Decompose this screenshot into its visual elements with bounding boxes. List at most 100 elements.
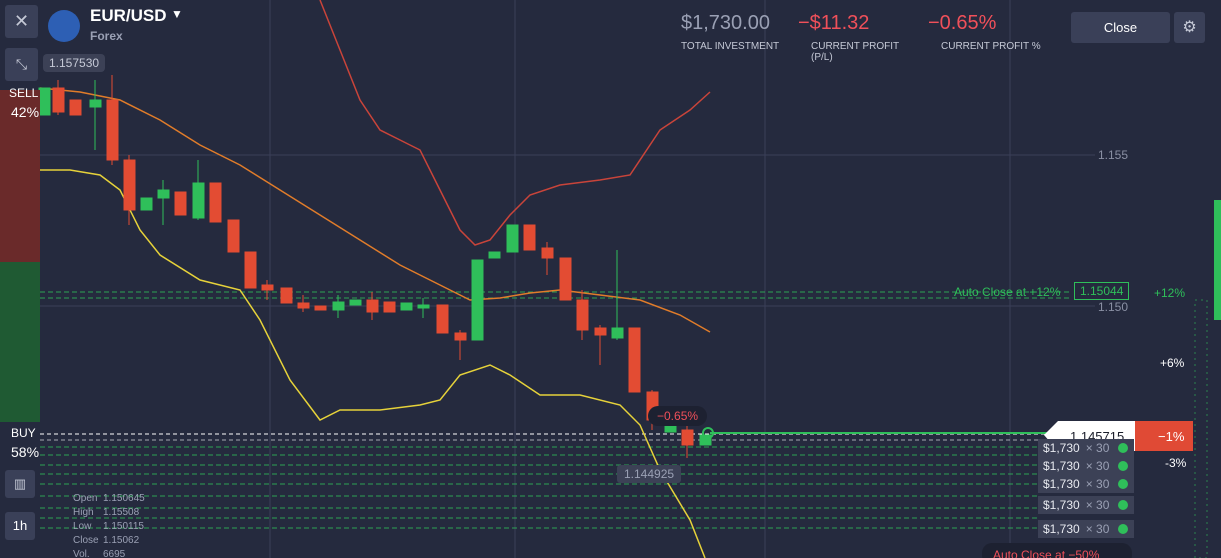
- auto-close-label: Auto Close at +12%: [954, 285, 1061, 299]
- position-row: $1,730 × 30: [1038, 475, 1134, 493]
- scale-label: -3%: [1165, 456, 1187, 470]
- candle: [244, 251, 257, 289]
- ohlc-row: Close 1.15062: [73, 534, 145, 548]
- timeframe-button[interactable]: 1h: [5, 512, 35, 540]
- position-dot: [1118, 443, 1128, 453]
- scale-label: +6%: [1160, 356, 1185, 370]
- current-profit: −$11.32: [798, 12, 870, 34]
- collapse-icon[interactable]: ⤡: [5, 48, 38, 81]
- position-amount: $1,730: [1043, 498, 1080, 512]
- buy-bar: [0, 262, 40, 422]
- red-candles: [52, 75, 694, 458]
- ohlc-value: 6695: [103, 549, 126, 558]
- candle: [314, 305, 327, 311]
- candle: [417, 304, 430, 309]
- candle: [366, 299, 379, 313]
- middle-band: [39, 87, 711, 333]
- settings-button[interactable]: ⚙: [1174, 12, 1205, 43]
- close-button[interactable]: Close: [1071, 12, 1170, 43]
- position-dot: [1118, 524, 1128, 534]
- pct-tag: [1135, 421, 1193, 451]
- candle: [471, 259, 484, 341]
- ohlc-value: 1.15508: [103, 507, 140, 518]
- price-label-bottom: 1.144925: [617, 465, 682, 483]
- dropdown-caret[interactable]: ▼: [171, 7, 183, 21]
- close-icon[interactable]: ✕: [5, 5, 38, 38]
- chart-type-button[interactable]: ▥: [5, 470, 35, 498]
- axis-label: 1.150: [1098, 300, 1129, 314]
- candle: [681, 429, 694, 446]
- market-type: Forex: [90, 29, 123, 43]
- ohlc-panel: Open 1.150645 High 1.15508 Low 1.150115 Close 1…: [73, 492, 145, 558]
- axis-label: 1.155: [1098, 148, 1129, 162]
- lower-band: [40, 169, 706, 558]
- upper-band: [319, 0, 711, 246]
- candle: [140, 197, 153, 211]
- position-row: $1,730 × 30: [1038, 520, 1134, 538]
- position-multiplier: × 30: [1085, 477, 1110, 491]
- position-amount: $1,730: [1043, 477, 1080, 491]
- dashed-levels: [40, 291, 1070, 529]
- current-pct: −1%: [1158, 429, 1185, 444]
- position-row: $1,730 × 30: [1038, 496, 1134, 514]
- asset-name[interactable]: EUR/USD: [90, 6, 167, 25]
- position-row: $1,730 × 30: [1038, 439, 1134, 457]
- scroll-indicator: [1214, 200, 1221, 320]
- candle: [349, 299, 362, 306]
- candle: [383, 301, 396, 313]
- ohlc-value: 1.150645: [103, 493, 145, 504]
- candle: [123, 159, 136, 211]
- ohlc-value: 1.150115: [103, 521, 144, 532]
- candle: [576, 299, 589, 331]
- position-amount: $1,730: [1043, 441, 1080, 455]
- candle: [611, 327, 624, 339]
- ohlc-row: Vol. 6695: [73, 548, 145, 558]
- ohlc-label: Low: [73, 521, 92, 532]
- candle: [52, 87, 65, 113]
- auto-close-bottom[interactable]: Auto Close at −50%: [982, 543, 1132, 558]
- total-investment: $1,730.00: [681, 12, 770, 34]
- position-amount: $1,730: [1043, 522, 1080, 536]
- grid: [40, 0, 1095, 558]
- profit-bubble: −0.65%: [648, 406, 708, 426]
- candle: [541, 247, 554, 259]
- position-dot: [1118, 479, 1128, 489]
- candle: [664, 424, 677, 433]
- sentiment-bar: [0, 90, 40, 422]
- candle: [488, 251, 501, 259]
- position-multiplier: × 30: [1085, 522, 1110, 536]
- position-dot: [1118, 500, 1128, 510]
- current-profit-pct-label: CURRENT PROFIT %: [941, 41, 1041, 52]
- total-investment-label: TOTAL INVESTMENT: [681, 41, 780, 52]
- candle: [436, 304, 449, 334]
- candle: [192, 182, 205, 219]
- flag-icon: [48, 10, 80, 42]
- right-scale-ruler: [1194, 299, 1208, 558]
- position-multiplier: × 30: [1085, 498, 1110, 512]
- position-amount: $1,730: [1043, 459, 1080, 473]
- candle: [297, 302, 310, 309]
- candle: [89, 99, 102, 108]
- candle: [699, 434, 712, 446]
- candle: [280, 287, 293, 304]
- current-profit-pct: −0.65%: [928, 12, 997, 34]
- candle: [69, 99, 82, 116]
- candle: [261, 284, 274, 291]
- sell-bar: [0, 90, 40, 262]
- candles: [38, 75, 712, 458]
- ohlc-value: 1.15062: [103, 535, 140, 546]
- candle: [628, 327, 641, 393]
- position-multiplier: × 30: [1085, 459, 1110, 473]
- green-candles: [38, 80, 712, 446]
- candle: [523, 224, 536, 251]
- ohlc-label: Open: [73, 493, 98, 504]
- buy-label: BUY: [11, 426, 36, 440]
- scale-label: +12%: [1154, 286, 1186, 300]
- candle: [594, 327, 607, 336]
- candle: [506, 224, 519, 253]
- candle: [106, 99, 119, 161]
- sell-label: SELL: [9, 86, 39, 100]
- ohlc-label: High: [73, 507, 94, 518]
